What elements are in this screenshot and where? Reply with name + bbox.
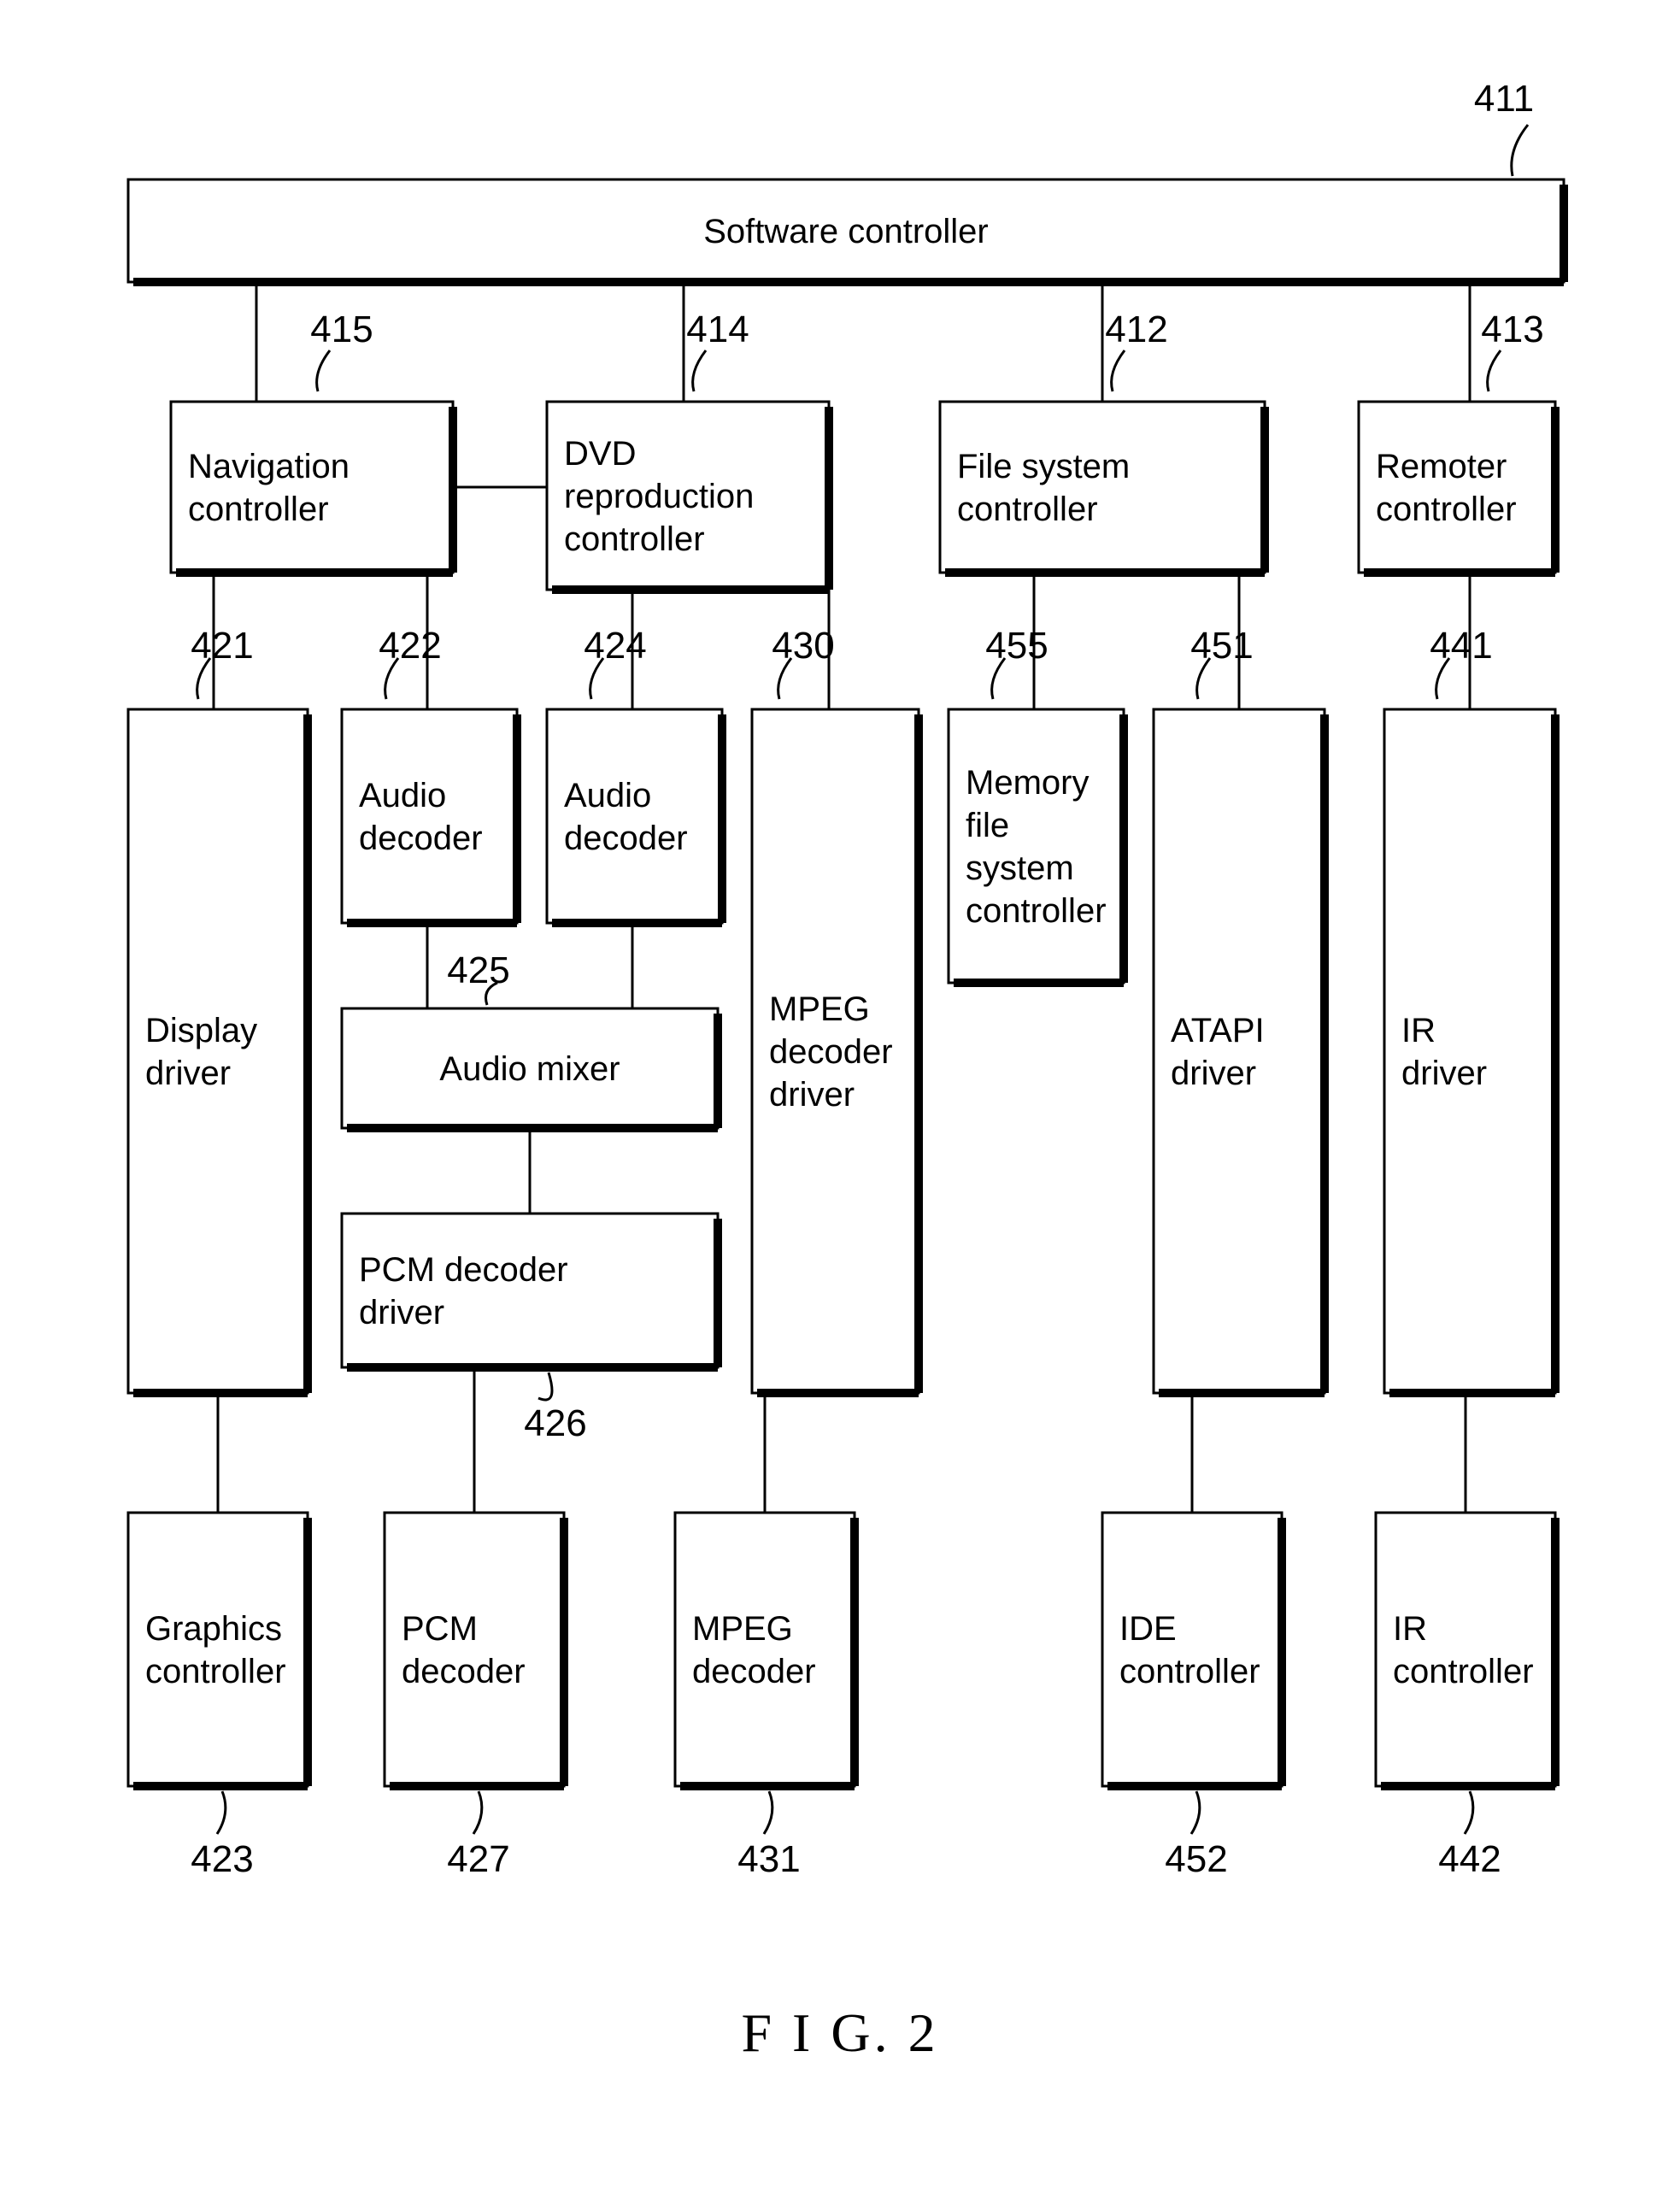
- adec2-label: Audio: [564, 777, 651, 814]
- disp-block: [128, 709, 308, 1393]
- soft-label: Software controller: [703, 213, 988, 250]
- disp-label: Display: [145, 1012, 257, 1049]
- pcmdec-ref: 427: [447, 1838, 509, 1880]
- atapi-ref: 451: [1190, 625, 1253, 667]
- atapi-block: [1154, 709, 1325, 1393]
- rem-ref: 413: [1481, 309, 1543, 350]
- irdrv-label: driver: [1401, 1055, 1487, 1092]
- irctl-label: controller: [1393, 1653, 1534, 1690]
- adec1-ref: 422: [379, 625, 441, 667]
- fsys-label: File system: [957, 448, 1130, 485]
- mpegdrv-label: MPEG: [769, 990, 870, 1028]
- amix-ref: 425: [447, 949, 509, 991]
- atapi-label: ATAPI: [1171, 1012, 1265, 1049]
- memfs-label: Memory: [966, 764, 1089, 802]
- nav-label: controller: [188, 491, 329, 528]
- ide-ref: 452: [1165, 1838, 1227, 1880]
- ide-label: IDE: [1119, 1610, 1177, 1648]
- dvd-ref: 414: [686, 309, 749, 350]
- nav-block: [171, 402, 453, 573]
- adec2-ref: 424: [584, 625, 646, 667]
- pcmdrv-ref: 426: [524, 1402, 586, 1444]
- figure-caption: F I G. 2: [741, 2002, 938, 2063]
- adec1-block: [342, 709, 517, 923]
- memfs-block: [949, 709, 1124, 983]
- rem-label: controller: [1376, 491, 1517, 528]
- rem-block: [1359, 402, 1555, 573]
- atapi-label: driver: [1171, 1055, 1256, 1092]
- memfs-label: system: [966, 849, 1074, 887]
- mpegdrv-ref: 430: [772, 625, 834, 667]
- mpegdec-label: MPEG: [692, 1610, 793, 1648]
- dvd-label: controller: [564, 520, 705, 558]
- ide-block: [1102, 1513, 1282, 1786]
- mpegdec-label: decoder: [692, 1653, 816, 1690]
- adec2-label: decoder: [564, 820, 688, 857]
- adec2-block: [547, 709, 722, 923]
- gfx-label: Graphics: [145, 1610, 282, 1648]
- mpegdec-block: [675, 1513, 855, 1786]
- memfs-ref: 455: [985, 625, 1048, 667]
- rem-label: Remoter: [1376, 448, 1507, 485]
- gfx-ref: 423: [191, 1838, 253, 1880]
- pcmdrv-block: [342, 1214, 718, 1367]
- amix-label: Audio mixer: [439, 1050, 620, 1088]
- soft-ref: 411: [1474, 78, 1534, 120]
- ide-label: controller: [1119, 1653, 1260, 1690]
- pcmdec-label: decoder: [402, 1653, 526, 1690]
- fsys-block: [940, 402, 1265, 573]
- memfs-label: file: [966, 807, 1009, 844]
- nav-ref: 415: [310, 309, 373, 350]
- block-diagram: Software controller 411 Navigation controll…: [0, 0, 1680, 2210]
- pcmdrv-label: PCM decoder: [359, 1251, 568, 1289]
- mpegdrv-label: driver: [769, 1076, 855, 1114]
- dvd-label: DVD: [564, 435, 636, 473]
- mpegdec-ref: 431: [737, 1838, 800, 1880]
- adec1-label: decoder: [359, 820, 483, 857]
- disp-ref: 421: [191, 625, 253, 667]
- memfs-label: controller: [966, 892, 1107, 930]
- nav-label: Navigation: [188, 448, 350, 485]
- gfx-label: controller: [145, 1653, 286, 1690]
- pcmdrv-label: driver: [359, 1294, 444, 1331]
- pcmdec-block: [385, 1513, 564, 1786]
- dvd-label: reproduction: [564, 478, 754, 515]
- mpegdrv-label: decoder: [769, 1033, 893, 1071]
- irdrv-ref: 441: [1430, 625, 1492, 667]
- irctl-ref: 442: [1438, 1838, 1501, 1880]
- irdrv-block: [1384, 709, 1555, 1393]
- adec1-label: Audio: [359, 777, 446, 814]
- pcmdec-label: PCM: [402, 1610, 478, 1648]
- irctl-block: [1376, 1513, 1555, 1786]
- fsys-ref: 412: [1105, 309, 1167, 350]
- irctl-label: IR: [1393, 1610, 1427, 1648]
- disp-label: driver: [145, 1055, 231, 1092]
- gfx-block: [128, 1513, 308, 1786]
- fsys-label: controller: [957, 491, 1098, 528]
- irdrv-label: IR: [1401, 1012, 1436, 1049]
